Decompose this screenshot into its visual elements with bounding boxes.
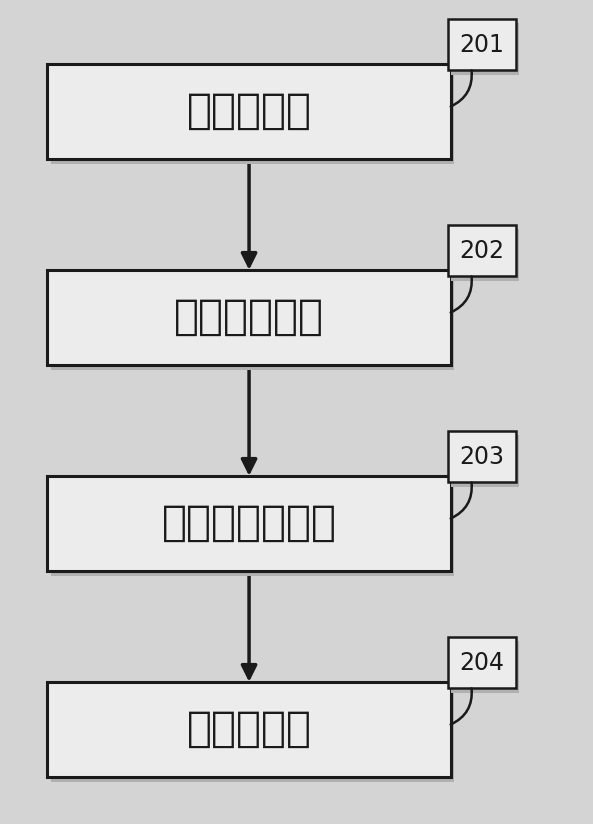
Text: 202: 202 [460, 239, 504, 263]
Text: 深度图获取模块: 深度图获取模块 [161, 503, 337, 544]
FancyBboxPatch shape [448, 638, 516, 689]
FancyBboxPatch shape [451, 436, 519, 486]
FancyBboxPatch shape [51, 687, 454, 781]
Text: 前景提取模块: 前景提取模块 [174, 297, 324, 338]
FancyBboxPatch shape [47, 476, 451, 570]
FancyBboxPatch shape [51, 69, 454, 163]
FancyBboxPatch shape [451, 229, 519, 280]
Text: 203: 203 [460, 445, 504, 469]
FancyBboxPatch shape [448, 20, 516, 71]
Text: 后处理模块: 后处理模块 [187, 709, 311, 750]
FancyBboxPatch shape [47, 64, 451, 159]
FancyBboxPatch shape [451, 641, 519, 692]
Text: 201: 201 [460, 33, 504, 57]
FancyBboxPatch shape [47, 682, 451, 776]
FancyBboxPatch shape [51, 481, 454, 576]
FancyBboxPatch shape [448, 226, 516, 277]
FancyBboxPatch shape [47, 270, 451, 364]
Text: 204: 204 [460, 651, 504, 675]
FancyBboxPatch shape [448, 432, 516, 483]
FancyBboxPatch shape [451, 23, 519, 75]
FancyBboxPatch shape [51, 275, 454, 370]
Text: 预处理模块: 预处理模块 [187, 91, 311, 132]
